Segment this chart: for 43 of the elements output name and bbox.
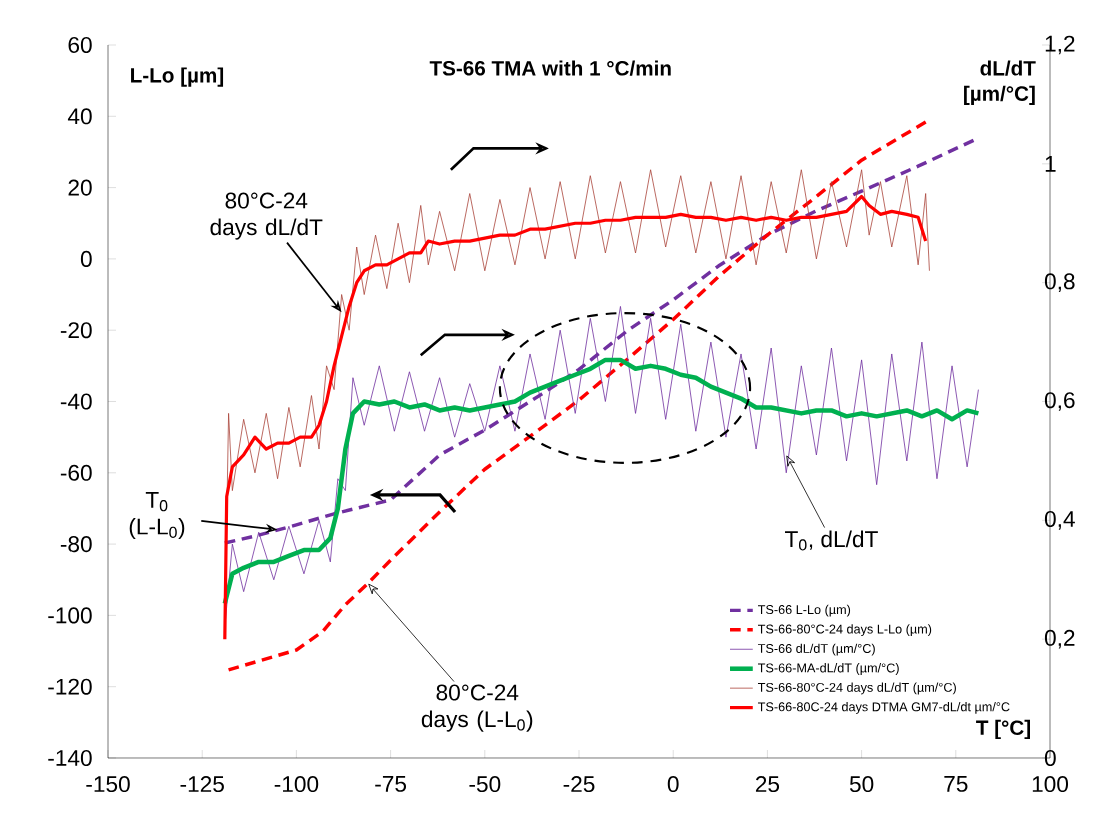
y2-tick-label: 1,2 bbox=[1045, 35, 1075, 55]
y-tick-label: 40 bbox=[67, 108, 92, 125]
y2-tick-label: 0,4 bbox=[1044, 510, 1075, 530]
legend-label: TS-66 dL/dT (µm/°C) bbox=[758, 643, 875, 656]
x-tick-label: -25 bbox=[563, 776, 595, 793]
x-tick-label: 100 bbox=[1032, 776, 1069, 793]
y2-tick-label: 0 bbox=[1044, 749, 1056, 767]
legend-label: TS-66-80°C-24 days L-Lo (µm) bbox=[758, 624, 932, 637]
annotation: T$_{0}$, dL/dT bbox=[785, 530, 878, 551]
y-tick-label: 60 bbox=[68, 36, 92, 54]
legend-label: TS-66-MA-dL/dT (µm/°C) bbox=[758, 663, 899, 675]
legend-label: TS-66-80C-24 days DTMA GM7-dL/dt µm/°C bbox=[758, 702, 1010, 714]
y2-tick-label: 1 bbox=[1045, 156, 1056, 172]
y-axis-title: L-Lo [µm] bbox=[131, 67, 224, 87]
y2-axis-title: dL/dT [µm/°C] bbox=[964, 60, 1036, 106]
legend-label: TS-66-80°C-24 days dL/dT (µm/°C) bbox=[758, 682, 956, 695]
x-tick-label: 50 bbox=[849, 776, 874, 793]
x-tick-label: -150 bbox=[86, 776, 130, 793]
annotation: 80°C-24 days dL/dT bbox=[210, 192, 323, 240]
x-tick-label: 0 bbox=[667, 776, 679, 793]
y2-tick-label: 0,2 bbox=[1044, 629, 1075, 649]
annotation: 80°C-24 days (L-L$_{0}$) bbox=[421, 684, 533, 732]
x-tick-label: -100 bbox=[274, 776, 319, 793]
y-tick-label: 0 bbox=[80, 250, 92, 267]
text: TS-66 TMA with 1 °C/min bbox=[429, 60, 671, 76]
legend-label: TS-66 L-Lo (µm) bbox=[758, 604, 851, 617]
x-tick-label: -75 bbox=[375, 776, 407, 792]
y-tick-label: -20 bbox=[60, 322, 92, 339]
y-tick-label: -60 bbox=[60, 464, 92, 481]
x-tick-label: -50 bbox=[469, 776, 501, 793]
annotation: T$_{0}$ (L-L$_{0}$) bbox=[129, 492, 185, 540]
y-tick-label: 20 bbox=[68, 179, 92, 196]
x-tick-label: -125 bbox=[180, 776, 224, 793]
y-tick-label: -40 bbox=[60, 393, 92, 410]
x-axis-title: T [°C] bbox=[976, 719, 1030, 740]
x-tick-label: 75 bbox=[944, 776, 968, 792]
y-tick-label: -80 bbox=[60, 536, 92, 553]
y-tick-label: -100 bbox=[48, 607, 92, 624]
y2-tick-label: 0,6 bbox=[1044, 392, 1075, 411]
y-tick-label: -140 bbox=[48, 749, 92, 767]
x-tick-label: 25 bbox=[755, 776, 780, 793]
y-tick-label: -120 bbox=[48, 678, 92, 695]
y2-tick-label: 0,8 bbox=[1044, 273, 1075, 293]
